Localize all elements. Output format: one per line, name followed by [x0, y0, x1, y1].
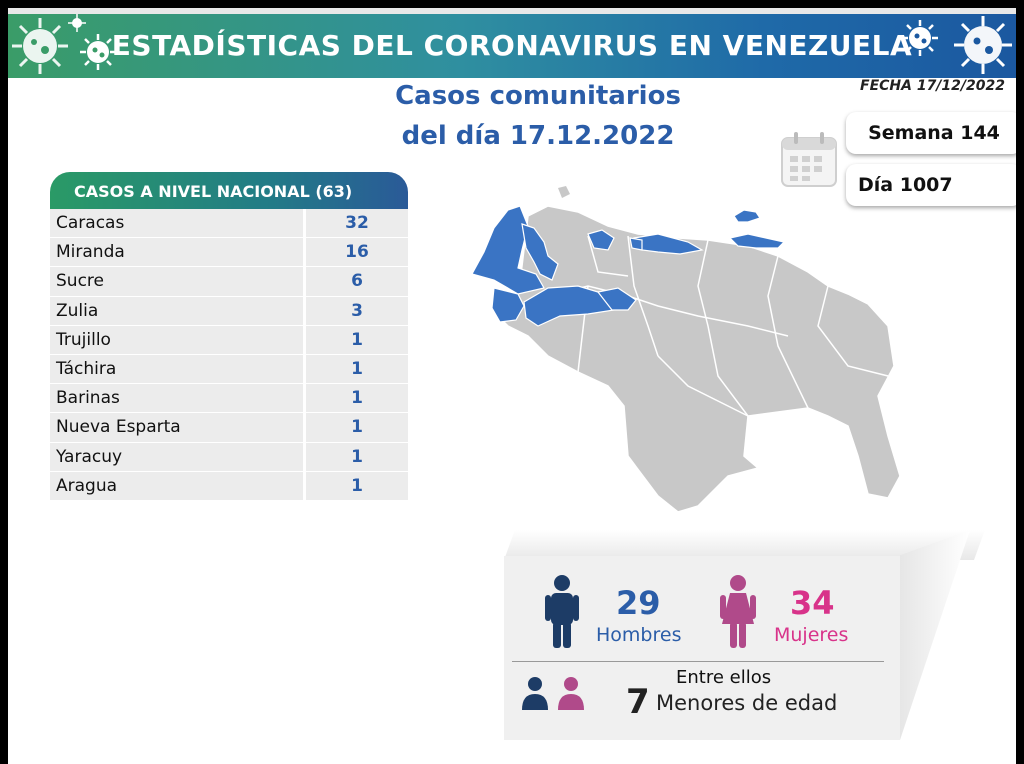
calendar-icon: [781, 132, 837, 187]
table-row: Yaracuy 1: [50, 442, 408, 472]
case-count: 1: [306, 413, 408, 442]
state-name: Aragua: [50, 471, 306, 500]
infographic: ESTADÍSTICAS DEL CORONAVIRUS EN VENEZUEL…: [8, 8, 1016, 764]
state-name: Barinas: [50, 384, 306, 413]
stats-divider: [512, 661, 884, 662]
header-banner: [8, 14, 1016, 78]
case-count: 1: [306, 325, 408, 354]
map-state-yaracuy: [587, 229, 615, 251]
table-row: Miranda 16: [50, 238, 408, 268]
day-counter: Día 1007: [846, 164, 1016, 206]
week-counter: Semana 144: [846, 112, 1016, 154]
table-row: Zulia 3: [50, 296, 408, 326]
virus-icon: [80, 34, 116, 70]
state-name: Sucre: [50, 267, 306, 296]
cases-table: CASOS A NIVEL NACIONAL (63) Caracas 32 Mi…: [50, 172, 408, 501]
state-name: Nueva Esparta: [50, 413, 306, 442]
table-row: Nueva Esparta 1: [50, 413, 408, 443]
minors-count: 7: [626, 682, 650, 722]
subtitle: Casos comunitarios del día 17.12.2022: [358, 76, 718, 156]
case-count: 16: [306, 238, 408, 267]
man-icon: [545, 575, 579, 648]
table-row: Caracas 32: [50, 209, 408, 239]
map-state-trujillo: [521, 223, 559, 281]
subtitle-line-1: Casos comunitarios: [395, 81, 681, 111]
virus-icon: [954, 16, 1012, 74]
map-state-nueva-esparta: [733, 209, 761, 223]
table-row: Barinas 1: [50, 384, 408, 414]
state-name: Caracas: [50, 209, 306, 238]
case-count: 1: [306, 471, 408, 500]
case-count: 6: [306, 267, 408, 296]
woman-icon: [720, 575, 756, 648]
case-count: 1: [306, 354, 408, 384]
men-label: Hombres: [596, 624, 682, 646]
map-highlighted-states: [471, 205, 786, 327]
page-title: ESTADÍSTICAS DEL CORONAVIRUS EN VENEZUEL…: [111, 29, 913, 62]
virus-icon: [68, 14, 86, 32]
virus-icon: [902, 20, 938, 56]
case-count: 1: [306, 384, 408, 413]
state-name: Miranda: [50, 238, 306, 267]
state-name: Trujillo: [50, 325, 306, 354]
case-count: 32: [306, 209, 408, 238]
date-label: FECHA 17/12/2022: [860, 78, 1005, 94]
table-row: Táchira 1: [50, 354, 408, 385]
table-body: Caracas 32 Miranda 16 Sucre 6 Zulia 3 Trujil…: [50, 209, 408, 501]
table-row: Sucre 6: [50, 267, 408, 297]
subtitle-line-2: del día 17.12.2022: [401, 121, 675, 151]
women-count: 34: [790, 584, 835, 622]
minors-label: Menores de edad: [656, 691, 838, 715]
table-heading: CASOS A NIVEL NACIONAL (63): [50, 172, 408, 209]
map-state-aragua: [596, 287, 637, 311]
map-state-tachira: [491, 287, 525, 323]
case-count: 3: [306, 296, 408, 325]
map-state-caracas: [629, 237, 643, 251]
men-count: 29: [616, 584, 661, 622]
map-country-base: [496, 205, 901, 513]
map-island-small: [558, 186, 570, 198]
map-state-miranda: [632, 233, 704, 255]
table-row: Trujillo 1: [50, 325, 408, 355]
women-label: Mujeres: [774, 624, 849, 646]
map-state-borders: [547, 235, 889, 417]
virus-icon: [12, 18, 68, 74]
among-label: Entre ellos: [676, 667, 772, 688]
case-count: 1: [306, 442, 408, 471]
map-state-sucre: [728, 233, 786, 249]
state-name: Yaracuy: [50, 442, 306, 471]
children-icon: [522, 677, 584, 710]
state-name: Zulia: [50, 296, 306, 325]
table-row: Aragua 1: [50, 471, 408, 501]
stats-panel-side: [900, 530, 970, 740]
top-strip: [8, 8, 1016, 14]
venezuela-map: [471, 186, 901, 513]
state-name: Táchira: [50, 354, 306, 384]
